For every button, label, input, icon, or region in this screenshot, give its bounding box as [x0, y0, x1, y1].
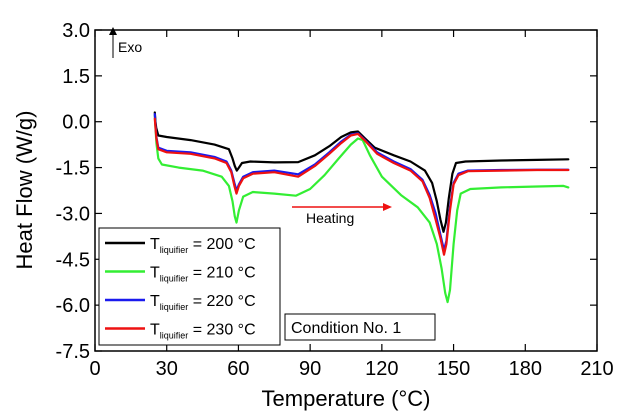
- y-tick-label: -3.0: [56, 203, 90, 225]
- y-tick-label: -1.5: [56, 158, 90, 180]
- legend-prefix: T: [150, 265, 160, 282]
- legend-entry-label: Tliquifier = 210 °C: [150, 265, 256, 284]
- legend-entry-label: Tliquifier = 230 °C: [150, 322, 256, 341]
- legend-subscript: liquifier: [160, 245, 189, 255]
- legend-entry-label: Tliquifier = 220 °C: [150, 293, 256, 312]
- legend-value: = 220 °C: [188, 293, 255, 310]
- legend-prefix: T: [150, 236, 160, 253]
- x-tick-label: 30: [156, 358, 178, 380]
- y-axis-ticks: 3.0 1.5 0.0 -1.5 -3.0 -4.5 -6.0 -7.5: [56, 20, 597, 363]
- plot-frame: [94, 29, 598, 352]
- condition-box-frame: [284, 313, 436, 341]
- y-tick-label: 1.5: [62, 66, 90, 88]
- legend-prefix: T: [150, 322, 160, 339]
- condition-label: Condition No. 1: [291, 320, 401, 337]
- legend-prefix: T: [150, 293, 160, 310]
- x-tick-label: 60: [227, 358, 249, 380]
- x-tick-label: 90: [299, 358, 321, 380]
- series-line-4: [153, 117, 570, 256]
- legend-subscript: liquifier: [160, 274, 189, 284]
- x-axis-ticks: 0 30 60 90 120 150 180 210: [89, 30, 614, 380]
- x-tick-label: 180: [509, 358, 542, 380]
- exo-annotation: Exo: [109, 27, 142, 58]
- x-tick-label: 210: [580, 358, 613, 380]
- x-tick-label: 120: [365, 358, 398, 380]
- heating-arrow-head: [383, 203, 392, 211]
- heating-label: Heating: [306, 210, 354, 226]
- legend-frame: [98, 227, 281, 346]
- series-group: [153, 111, 570, 304]
- legend-subscript: liquifier: [160, 302, 189, 312]
- y-tick-label: -7.5: [56, 341, 90, 363]
- exo-arrow-head: [109, 27, 117, 35]
- condition-box: Condition No. 1: [284, 313, 436, 341]
- legend-value: = 230 °C: [188, 322, 255, 339]
- x-tick-label: 150: [437, 358, 470, 380]
- series-line-1: [153, 111, 570, 233]
- legend-value: = 200 °C: [188, 236, 255, 253]
- legend-subscript: liquifier: [160, 331, 189, 341]
- legend-value: = 210 °C: [188, 265, 255, 282]
- y-tick-label: 3.0: [62, 20, 90, 42]
- y-axis-title: Heat Flow (W/g): [12, 111, 37, 270]
- y-tick-label: 0.0: [62, 112, 90, 134]
- x-tick-label: 0: [89, 358, 100, 380]
- y-tick-label: -4.5: [56, 249, 90, 271]
- legend-entry-label: Tliquifier = 200 °C: [150, 236, 256, 255]
- y-tick-label: -6.0: [56, 295, 90, 317]
- series-line-2: [153, 114, 570, 304]
- heating-annotation: Heating: [292, 203, 392, 226]
- x-axis-title: Temperature (°C): [262, 386, 431, 411]
- exo-label: Exo: [118, 39, 142, 55]
